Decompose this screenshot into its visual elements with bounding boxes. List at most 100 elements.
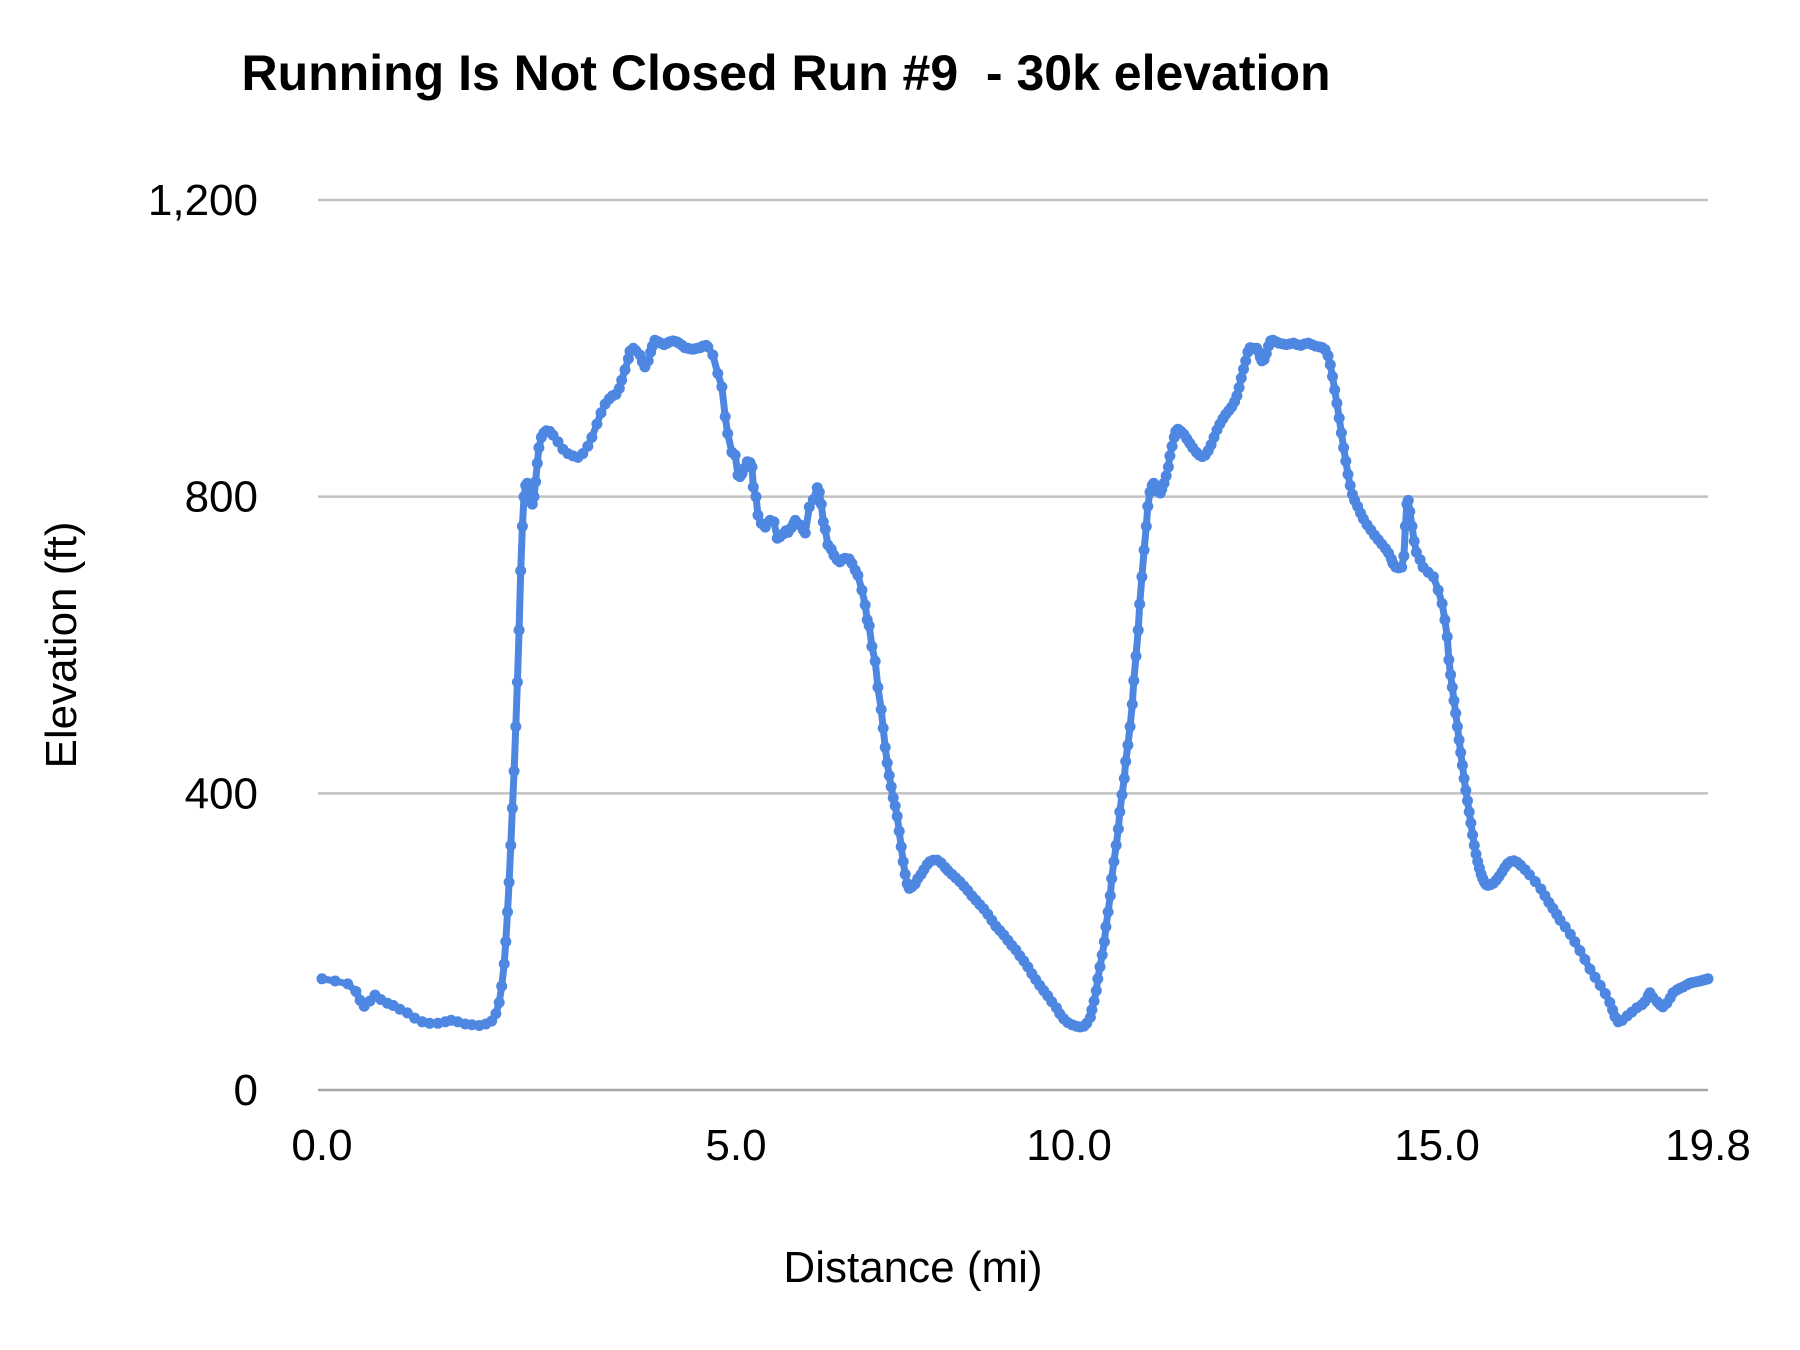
data-point-dot xyxy=(1160,470,1172,482)
data-point-dot xyxy=(530,476,542,488)
data-point-dot xyxy=(642,355,654,367)
data-point-dot xyxy=(877,722,889,734)
data-point-dot xyxy=(329,975,341,987)
data-point-dot xyxy=(316,973,328,985)
data-point-dot xyxy=(856,584,868,596)
data-point-dot xyxy=(1455,747,1467,758)
data-point-dot xyxy=(883,770,895,781)
data-point-dot xyxy=(1094,961,1106,973)
data-point-dot xyxy=(712,368,724,379)
data-point-dot xyxy=(619,364,631,376)
data-point-dot xyxy=(1124,721,1136,733)
data-point-dot xyxy=(891,810,903,822)
data-point-dot xyxy=(807,494,819,506)
data-point-dot xyxy=(885,781,897,793)
data-point-dot xyxy=(1329,384,1341,396)
data-point-dot xyxy=(1112,823,1124,835)
data-point-dot xyxy=(521,477,533,489)
data-point-dot xyxy=(1098,936,1110,948)
data-point-dot xyxy=(881,757,893,769)
data-point-dot xyxy=(746,461,758,473)
data-point-dot xyxy=(889,800,901,812)
data-point-dot xyxy=(1450,707,1462,719)
elevation-line xyxy=(318,336,1712,1031)
data-point-dot xyxy=(1465,817,1477,829)
data-point-dot xyxy=(586,431,598,443)
data-point-dot xyxy=(1436,598,1448,609)
data-point-dot xyxy=(872,681,884,693)
data-point-dot xyxy=(1456,759,1468,771)
data-point-dot xyxy=(1338,442,1350,454)
data-point-dot xyxy=(1340,455,1352,467)
data-point-dot xyxy=(1441,631,1453,643)
data-point-dot xyxy=(1110,839,1122,851)
data-point-dot xyxy=(424,1017,436,1029)
data-point-dot xyxy=(582,440,594,452)
data-point-dot xyxy=(1458,773,1470,784)
data-point-dot xyxy=(1104,890,1116,902)
data-point-dot xyxy=(875,704,887,715)
data-point-dot xyxy=(1322,350,1334,362)
data-point-dot xyxy=(496,980,508,992)
data-point-dot xyxy=(1462,795,1473,807)
data-point-dot xyxy=(511,676,523,688)
x-tick-label: 10.0 xyxy=(1026,1121,1112,1170)
data-point-dot xyxy=(1451,721,1463,733)
data-point-dot xyxy=(813,486,825,498)
data-point-dot xyxy=(852,569,864,581)
data-point-dot xyxy=(1100,921,1112,933)
data-point-dot xyxy=(1443,654,1455,666)
data-point-dot xyxy=(1327,371,1338,382)
data-point-dot xyxy=(1427,571,1439,583)
data-point-dot xyxy=(350,985,362,997)
y-tick-label: 0 xyxy=(234,1066,258,1115)
data-point-dot xyxy=(1574,945,1586,957)
data-point-dot xyxy=(1324,359,1336,371)
data-point-dot xyxy=(1128,675,1140,687)
data-point-dot xyxy=(616,374,628,386)
data-point-dot xyxy=(1439,614,1451,626)
data-point-dot xyxy=(1569,936,1581,948)
data-point-dot xyxy=(819,523,831,535)
y-tick-label: 1,200 xyxy=(148,176,258,225)
data-point-dot xyxy=(505,839,517,851)
data-point-dot xyxy=(1106,873,1118,885)
data-point-dot xyxy=(893,825,905,837)
data-point-dot xyxy=(1136,571,1148,583)
data-point-dot xyxy=(1599,988,1611,1000)
data-point-dot xyxy=(503,876,515,888)
data-point-dot xyxy=(1402,494,1414,506)
data-point-dot xyxy=(1102,906,1114,918)
data-point-dot xyxy=(1096,949,1108,961)
data-point-dot xyxy=(502,906,513,918)
data-point-dot xyxy=(1132,624,1144,636)
data-point-dot xyxy=(1589,971,1601,983)
data-point-dot xyxy=(1335,427,1347,439)
data-point-dot xyxy=(508,765,520,777)
data-point-dot xyxy=(702,341,714,353)
data-point-dot xyxy=(528,491,540,503)
x-tick-label: 5.0 xyxy=(705,1121,766,1170)
data-point-dot xyxy=(1086,1004,1098,1016)
data-point-dot xyxy=(1130,650,1142,662)
data-point-dot xyxy=(1463,806,1475,818)
data-point-dot xyxy=(1162,461,1174,473)
data-point-dot xyxy=(490,1008,502,1020)
data-point-dot xyxy=(1142,500,1154,512)
data-point-dot xyxy=(897,856,909,868)
data-point-dot xyxy=(1408,535,1420,547)
data-point-dot xyxy=(1164,450,1176,462)
data-point-dot xyxy=(1240,355,1252,367)
data-point-dot xyxy=(1448,695,1460,707)
data-point-dot xyxy=(1404,506,1416,517)
data-point-dot xyxy=(1467,829,1479,841)
data-point-dot xyxy=(768,516,780,528)
data-point-dot xyxy=(716,381,728,393)
data-point-dot xyxy=(863,620,875,632)
data-point-dot xyxy=(515,565,527,577)
data-point-dot xyxy=(1432,584,1444,596)
data-point-dot xyxy=(1398,550,1410,562)
data-point-dot xyxy=(1108,856,1120,868)
data-point-dot xyxy=(510,721,522,733)
